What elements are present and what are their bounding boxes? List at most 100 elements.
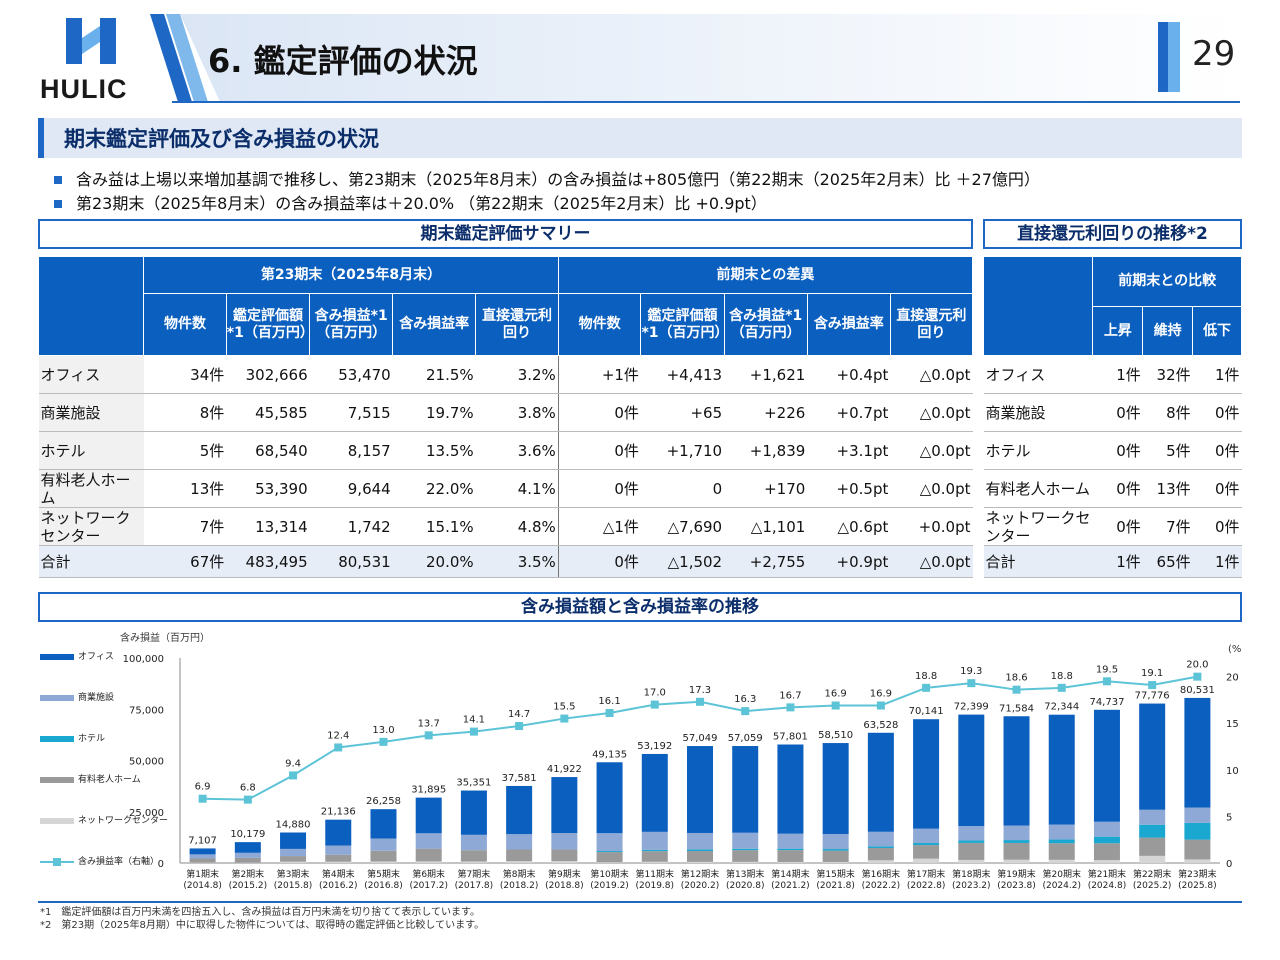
column-header: 直接還元利回り xyxy=(889,293,974,356)
bar-segment xyxy=(551,861,578,863)
x-tick-label: 第10期末 xyxy=(590,868,628,880)
column-header: 上昇 xyxy=(1092,306,1144,356)
table-cell: 7件 xyxy=(1142,507,1193,546)
table-cell: 13.5% xyxy=(392,431,476,470)
y2-tick-label: 0 xyxy=(1226,859,1232,870)
table-cell: △1,101 xyxy=(724,507,808,546)
bar-total-label: 37,581 xyxy=(502,773,537,784)
summary-table: 第23期末（2025年8月末） 前期末との差異 物件数 鑑定評価額*1（百万円）含… xyxy=(37,256,974,578)
table-cell: 0件 xyxy=(1192,431,1242,470)
table-cell: 8件 xyxy=(1142,393,1193,432)
bar-total-label: 72,344 xyxy=(1044,702,1079,713)
rate-point xyxy=(696,697,704,706)
table-cell: +1件 xyxy=(558,355,641,394)
x-tick-label: 第16期末 xyxy=(862,868,900,880)
bar-segment xyxy=(822,849,849,851)
rate-point xyxy=(786,703,795,712)
table-cell: 5件 xyxy=(143,431,227,470)
bar-segment xyxy=(913,719,940,829)
bar-segment xyxy=(913,845,940,859)
table-cell: +170 xyxy=(724,469,808,508)
table-cell: 9,644 xyxy=(309,469,393,508)
bar-segment xyxy=(687,861,713,863)
header-divider xyxy=(172,101,1240,103)
rate-label: 16.9 xyxy=(870,689,892,700)
bar-segment xyxy=(1139,837,1166,856)
row-label: 有料老人ホーム xyxy=(38,469,144,508)
footer-divider xyxy=(38,901,1242,903)
bar-segment xyxy=(1139,824,1166,838)
table-cell: 0件 xyxy=(1192,393,1242,432)
table-cell: +1,710 xyxy=(640,431,725,470)
table-row: 商業施設 8件 45,585 7,515 19.7% 3.8% 0件 +65 +226 +0.7p… xyxy=(38,393,973,432)
rate-point xyxy=(967,679,976,688)
table-cell: 0件 xyxy=(1092,431,1143,470)
bar-segment xyxy=(1048,843,1075,860)
row-label: ホテル xyxy=(38,431,144,470)
table-cell: 68,540 xyxy=(226,431,310,470)
bar-segment xyxy=(1003,842,1030,860)
table-cell: 32件 xyxy=(1142,355,1193,394)
legend-label: ネットワークセンター xyxy=(78,815,168,826)
x-tick-label: 第14期末 xyxy=(771,868,809,880)
bar-segment xyxy=(867,847,894,861)
table-cell: 1件 xyxy=(1092,355,1143,394)
bar-segment xyxy=(687,849,713,852)
bar-segment xyxy=(325,845,352,855)
x-tick-label: 第6期末 xyxy=(412,868,445,880)
legend-label: ホテル xyxy=(78,733,105,744)
bar-segment xyxy=(1184,839,1211,860)
x-tick-label: 第19期末 xyxy=(997,868,1035,880)
x-tick-label: 第13期末 xyxy=(726,868,764,880)
x-tick-label: 第8期末 xyxy=(503,868,536,880)
column-header: 物件数 xyxy=(143,293,227,356)
table-row: 商業施設 0件 8件 0件 xyxy=(983,393,1242,432)
y-tick-label: 50,000 xyxy=(129,757,164,768)
header-blank xyxy=(982,256,1094,356)
table-cell: +4,413 xyxy=(640,355,725,394)
bar-segment xyxy=(1093,843,1120,861)
bar-segment xyxy=(958,840,985,843)
table-row: オフィス 1件 32件 1件 xyxy=(983,355,1242,394)
bar-segment xyxy=(1093,709,1120,822)
column-header: 含み損益率 xyxy=(392,293,477,356)
bar-segment xyxy=(1139,809,1166,825)
bar-segment xyxy=(867,860,894,863)
bar-total-label: 80,531 xyxy=(1180,685,1215,696)
bar-segment xyxy=(777,744,804,834)
table-cell: 3.5% xyxy=(475,545,559,578)
rate-point xyxy=(605,708,614,717)
table-cell: △0.0pt xyxy=(890,431,973,470)
bar-total-label: 35,351 xyxy=(456,778,491,789)
rate-point xyxy=(1102,677,1111,686)
bar-total-label: 72,399 xyxy=(954,702,989,713)
legend-label: オフィス xyxy=(78,651,114,662)
table-cell: 19.7% xyxy=(392,393,476,432)
x-tick-period: (2022.2) xyxy=(862,881,901,891)
bar-segment xyxy=(641,831,668,850)
bar-segment xyxy=(370,850,397,862)
group-compare: 前期末との比較 xyxy=(1092,256,1242,307)
x-tick-label: 第21期末 xyxy=(1088,868,1126,880)
x-tick-label: 第11期末 xyxy=(636,868,674,880)
x-tick-label: 第9期末 xyxy=(548,868,581,880)
table-cell: 4.1% xyxy=(475,469,559,508)
bar-segment xyxy=(415,848,442,862)
rate-label: 18.6 xyxy=(1005,673,1027,684)
legend-swatch xyxy=(40,777,74,783)
bar-segment xyxy=(1003,825,1030,841)
y2-tick-label: 20 xyxy=(1226,673,1239,684)
table-cell: 22.0% xyxy=(392,469,476,508)
page-title: 6. 鑑定評価の状況 xyxy=(208,42,478,80)
bar-segment xyxy=(551,833,578,850)
legend-marker xyxy=(53,858,61,866)
bar-total-label: 57,049 xyxy=(683,733,718,744)
table-row: 合計 1件 65件 1件 xyxy=(983,545,1242,578)
x-tick-period: (2021.2) xyxy=(771,881,810,891)
x-tick-period: (2016.8) xyxy=(364,881,403,891)
x-tick-label: 第18期末 xyxy=(952,868,990,880)
table-cell: △0.0pt xyxy=(890,469,973,508)
x-tick-period: (2018.2) xyxy=(500,881,539,891)
y2-axis-label: (%) xyxy=(1228,644,1242,655)
table-cell: 5件 xyxy=(1142,431,1193,470)
